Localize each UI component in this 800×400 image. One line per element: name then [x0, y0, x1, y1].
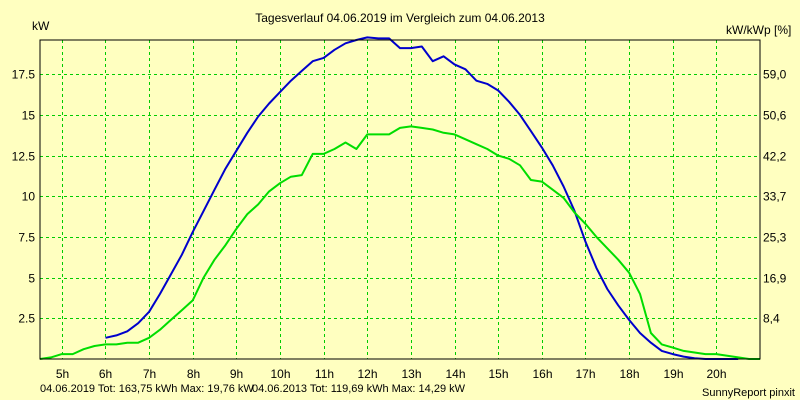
y-tick-label-right: 25,3 [763, 231, 787, 245]
x-tick-label: 15h [488, 367, 508, 381]
legend-2019: 04.06.2019 Tot: 163,75 kWh Max: 19,76 kW [40, 383, 254, 395]
x-tick-label: 10h [270, 367, 290, 381]
y-axis-label-right: kW/kWp [%] [726, 23, 791, 37]
x-tick-label: 6h [99, 367, 112, 381]
series-lines [39, 36, 760, 360]
legend-2013: 04.06.2013 Tot: 119,69 kWh Max: 14,29 kW [252, 383, 466, 395]
x-tick-label: 5h [56, 367, 69, 381]
grid [40, 40, 760, 359]
series-line-04.06.2019 [105, 36, 739, 360]
y-tick-label-right: 42,2 [763, 150, 787, 164]
y-tick-label-left: 17.5 [12, 68, 36, 82]
y-tick-label-right: 50,6 [763, 109, 787, 123]
chart-title: Tagesverlauf 04.06.2019 im Vergleich zum… [255, 11, 545, 25]
y-axis-label-left: kW [32, 19, 50, 33]
y-tick-label-left: 7.5 [18, 231, 35, 245]
y-tick-label-right: 59,0 [763, 68, 787, 82]
x-tick-label: 18h [619, 367, 639, 381]
y-tick-label-left: 12.5 [12, 150, 36, 164]
x-tick-label: 11h [315, 367, 334, 381]
x-tick-label: 19h [663, 367, 683, 381]
x-tick-label: 9h [230, 367, 243, 381]
x-tick-label: 16h [532, 367, 552, 381]
x-tick-label: 14h [445, 367, 465, 381]
plot-frame [39, 39, 761, 360]
y-tick-label-right: 8,4 [763, 312, 780, 326]
tick-labels: 5h 6h 7h 8h 9h 10h 11h 12h 13h 14h 15h 16h 17h 18h 19h… [12, 68, 787, 382]
y-tick-label-left: 10 [22, 190, 36, 204]
x-tick-label: 7h [143, 367, 156, 381]
x-tick-label: 20h [706, 367, 726, 381]
x-tick-label: 13h [401, 367, 421, 381]
y-tick-label-left: 2.5 [18, 312, 35, 326]
series-line-04.06.2013 [39, 125, 760, 360]
footer-credit: SunnyReport pinxit [702, 387, 795, 399]
y-tick-label-right: 33,7 [763, 190, 787, 204]
x-tick-label: 12h [357, 367, 377, 381]
x-tick-label: 17h [575, 367, 595, 381]
y-tick-label-right: 16,9 [763, 272, 787, 286]
x-tick-label: 8h [187, 367, 200, 381]
y-tick-label-left: 5 [28, 272, 35, 286]
y-tick-label-left: 15 [22, 109, 36, 123]
